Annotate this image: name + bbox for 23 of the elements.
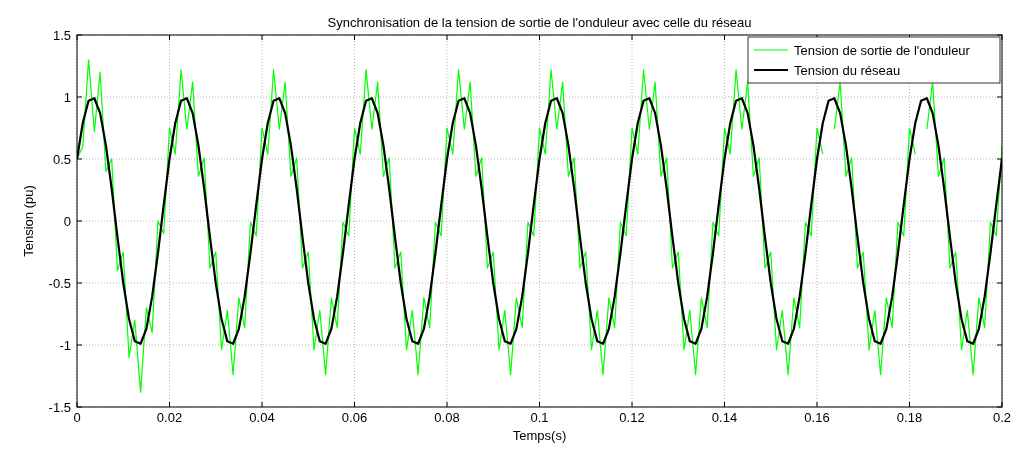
x-tick-label: 0.08: [434, 410, 460, 425]
x-tick-label: 0.02: [156, 410, 183, 425]
x-axis-title: Temps(s): [512, 428, 567, 443]
legend-label: Tension de sortie de l'onduleur: [794, 42, 971, 58]
x-tick-label: 0.1: [530, 410, 549, 425]
x-tick-label: 0.16: [804, 410, 830, 425]
x-tick-label: 0.12: [619, 410, 645, 425]
x-tick-label: 0.06: [341, 410, 368, 425]
y-tick-label: -1: [59, 337, 71, 353]
y-tick-label: 0: [63, 213, 71, 229]
x-tick-label: 0: [73, 410, 81, 425]
legend-label: Tension du réseau: [794, 62, 901, 78]
chart-title: Synchronisation de la tension de sortie de l'onduleur avec celle du réseau: [327, 15, 752, 30]
y-tick-label: 1: [63, 89, 71, 105]
x-tick-label: 0.2: [992, 410, 1012, 425]
x-tick-label: 0.18: [896, 410, 923, 425]
y-tick-label: -0.5: [48, 275, 71, 291]
x-tick-label: 0.04: [249, 410, 275, 425]
y-axis-title: Tension (pu): [21, 185, 36, 257]
y-tick-label: -1.5: [48, 399, 71, 415]
y-tick-label: 1.5: [52, 27, 71, 43]
y-tick-label: 0.5: [52, 151, 71, 167]
x-tick-label: 0.14: [711, 410, 738, 425]
